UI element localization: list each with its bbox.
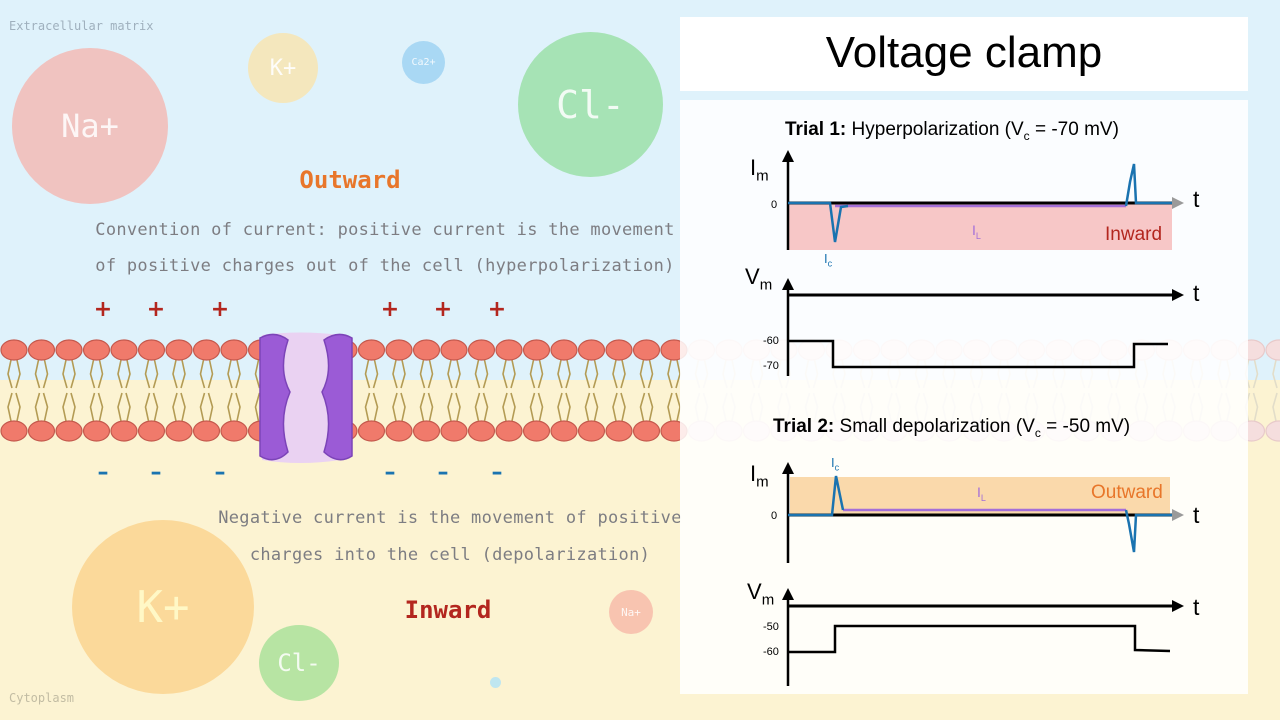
trial1-im-t-label: t bbox=[1193, 186, 1199, 213]
trial1-inward-text: Inward bbox=[1105, 224, 1162, 246]
trial2-im-y-arrow bbox=[782, 462, 794, 474]
trial2-vm-y-arrow bbox=[782, 588, 794, 600]
trial1-im-y-arrow bbox=[782, 150, 794, 162]
trial1-im-time-arrow bbox=[1172, 197, 1184, 209]
trial1-vm-time-arrow bbox=[1172, 289, 1184, 301]
trial1-ic-label: Ic bbox=[824, 251, 832, 269]
trial1-im-label: Im bbox=[750, 155, 769, 184]
trial2-il-label: IL bbox=[977, 484, 986, 503]
trial2-im-t-label: t bbox=[1193, 502, 1199, 529]
trial2-v-high-tick: -50 bbox=[763, 621, 779, 633]
trial1-vm-y-arrow bbox=[782, 278, 794, 290]
trial2-ic-label: Ic bbox=[831, 455, 839, 473]
trial1-v-high-tick: -60 bbox=[763, 335, 779, 347]
trial2-vm-time-arrow bbox=[1172, 600, 1184, 612]
trial1-il-label: IL bbox=[972, 222, 981, 241]
trial2-vm-t-label: t bbox=[1193, 594, 1199, 621]
trial1-voltage-step bbox=[788, 341, 1168, 367]
trial2-im-time-arrow bbox=[1172, 509, 1184, 521]
trial1-capacitive-off bbox=[1126, 164, 1172, 206]
trial2-im-label: Im bbox=[750, 461, 769, 490]
trial1-zero-tick: 0 bbox=[771, 199, 777, 211]
trial2-zero-tick: 0 bbox=[771, 510, 777, 522]
trial2-outward-text: Outward bbox=[1091, 482, 1163, 504]
trial2-v-low-tick: -60 bbox=[763, 646, 779, 658]
trial1-v-low-tick: -70 bbox=[763, 360, 779, 372]
trial1-vm-t-label: t bbox=[1193, 280, 1199, 307]
trial1-vm-label: Vm bbox=[745, 264, 772, 293]
trial2-vm-label: Vm bbox=[747, 579, 774, 608]
trial2-voltage-step bbox=[788, 626, 1170, 652]
